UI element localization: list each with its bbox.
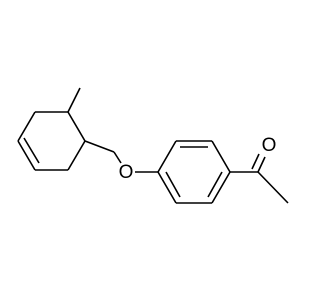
bond (67, 140, 86, 171)
double-bond (251, 153, 260, 170)
bond (17, 140, 36, 171)
bond (113, 151, 122, 164)
bond (157, 140, 177, 173)
bond (211, 171, 231, 204)
bond (84, 140, 115, 153)
bonds (17, 87, 289, 204)
bond (67, 87, 81, 113)
atom-label: O (119, 162, 134, 183)
double-bond (207, 171, 223, 198)
bond (257, 156, 266, 173)
double-bond (23, 137, 40, 164)
molecule-diagram: O O (17, 87, 289, 204)
bond (67, 111, 86, 142)
bond (257, 171, 289, 204)
bond (211, 140, 231, 173)
double-bond (165, 171, 181, 198)
bond (157, 171, 177, 204)
bond (17, 111, 36, 142)
atom-label: O (262, 135, 277, 156)
